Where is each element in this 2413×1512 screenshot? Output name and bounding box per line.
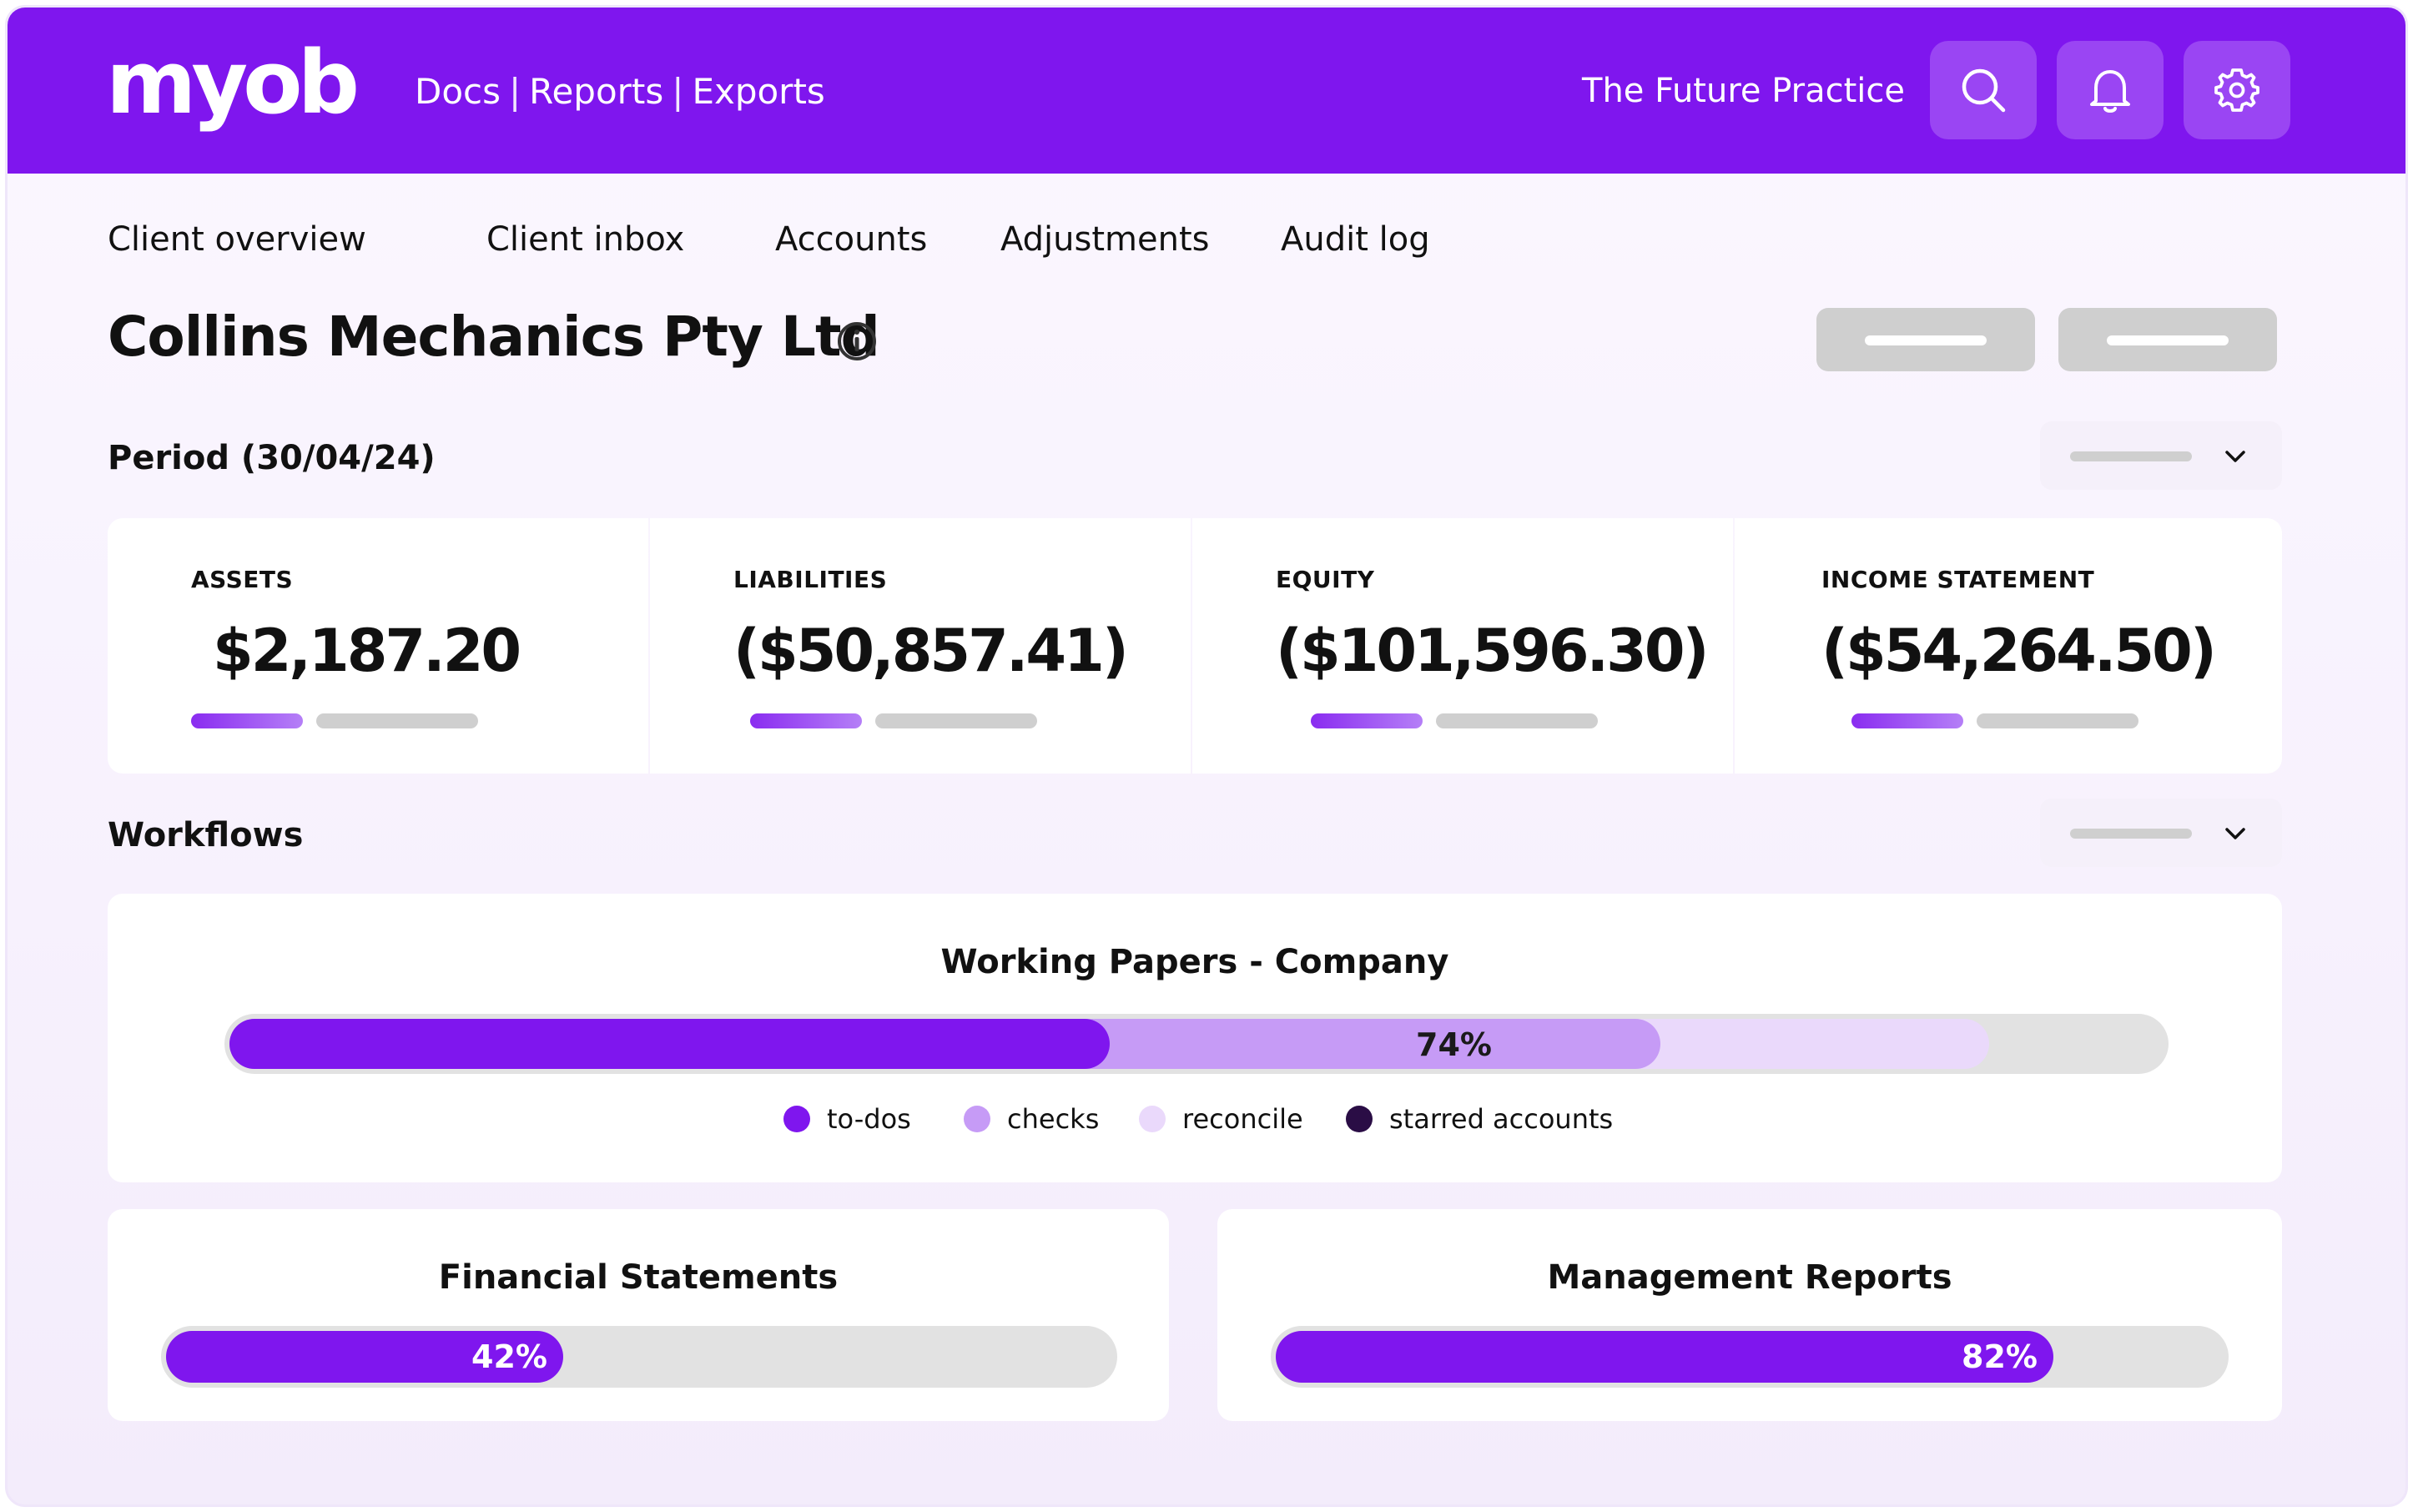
financial-statements-card[interactable]: Financial Statements 42% [108,1209,1169,1421]
dropdown-placeholder-text [2070,451,2192,461]
tab-audit-log[interactable]: Audit log [1281,220,1430,259]
metric-label: ASSETS [191,566,294,593]
metric-bar-accent [750,713,862,728]
tab-client-inbox[interactable]: Client inbox [486,220,685,259]
working-papers-title: Working Papers - Company [940,943,1449,981]
action-button-1[interactable] [1816,308,2035,371]
metric-label: INCOME STATEMENT [1821,566,2095,593]
metric-label: LIABILITIES [733,566,888,593]
metric-value: ($50,857.41) [733,617,1129,685]
legend-dot [1346,1106,1373,1132]
metric-bar-placeholder [316,713,478,728]
management-reports-card[interactable]: Management Reports 82% [1217,1209,2282,1421]
management-reports-progress: 82% [1271,1326,2229,1388]
search-button[interactable] [1930,41,2037,139]
working-papers-card[interactable]: Working Papers - Company 74% [108,894,2282,1182]
metric-bar-accent [1311,713,1423,728]
workflows-label: Workflows [108,816,304,854]
exports-link[interactable]: Exports [692,71,825,112]
legend-item-to-dos: to-dos [783,1106,911,1132]
gear-icon [2214,68,2259,112]
metric-bar-accent [1851,713,1963,728]
top-links: Docs | Reports | Exports [415,74,825,109]
metric-value: ($101,596.30) [1276,617,1710,685]
dropdown-placeholder-text [2070,829,2192,839]
financial-statements-progress: 42% [161,1326,1117,1388]
legend-label: to-dos [827,1103,911,1135]
search-icon [1962,68,2006,113]
metric-bar-accent [191,713,303,728]
metric-bar-placeholder [1436,713,1598,728]
metric-bar-placeholder [875,713,1037,728]
metric-card-income-statement[interactable]: INCOME STATEMENT ($54,264.50) [1735,518,2282,774]
legend-dot [783,1106,810,1132]
metric-bar-placeholder [1977,713,2138,728]
chevron-down-icon [2225,828,2245,839]
financial-statements-percent: 42% [471,1338,547,1375]
metric-card-liabilities[interactable]: LIABILITIES ($50,857.41) [650,518,1191,774]
tab-client-overview[interactable]: Client overview [108,220,366,259]
financial-statements-title: Financial Statements [438,1258,839,1297]
top-bar: myob Docs | Reports | Exports The Future Pra… [8,8,2405,174]
client-name-title: Collins Mechanics Pty Ltd [108,305,880,369]
link-separator: | [509,71,521,112]
workflows-dropdown[interactable] [2040,799,2282,867]
notifications-button[interactable] [2057,41,2164,139]
metric-card-assets[interactable]: ASSETS $2,187.20 [108,518,648,774]
action-button-2[interactable] [2058,308,2277,371]
metric-card-equity[interactable]: EQUITY ($101,596.30) [1192,518,1733,774]
legend-item-starred-accounts: starred accounts [1346,1106,1613,1132]
period-label: Period (30/04/24) [108,439,436,477]
legend-label: starred accounts [1389,1103,1614,1135]
app-window: myob Docs | Reports | Exports The Future Pra… [5,5,2408,1507]
progress-segment-to-dos [229,1019,1110,1069]
progress-fill [1276,1331,2053,1383]
settings-button[interactable] [2184,41,2290,139]
bell-icon [2090,70,2130,113]
metric-label: EQUITY [1276,566,1375,593]
legend-item-reconcile: reconcile [1139,1106,1303,1132]
period-dropdown[interactable] [2040,421,2282,490]
chevron-down-icon [2225,451,2245,462]
management-reports-percent: 82% [1962,1338,2038,1375]
tab-adjustments[interactable]: Adjustments [1000,220,1210,259]
legend-label: checks [1007,1103,1100,1135]
button-placeholder-text [1865,335,1987,345]
working-papers-percent: 74% [1416,1026,1492,1063]
reports-link[interactable]: Reports [529,71,664,112]
legend-label: reconcile [1182,1103,1303,1135]
management-reports-title: Management Reports [1547,1258,1952,1297]
docs-link[interactable]: Docs [415,71,501,112]
myob-logo[interactable]: myob [106,32,360,134]
tab-accounts[interactable]: Accounts [775,220,928,259]
practice-name[interactable]: The Future Practice [1582,72,1905,110]
button-placeholder-text [2107,335,2229,345]
legend-item-checks: checks [964,1106,1099,1132]
metric-value: ($54,264.50) [1821,617,2217,685]
info-icon[interactable] [834,318,880,365]
legend-dot [964,1106,990,1132]
working-papers-progress: 74% [224,1014,2169,1074]
progress-fill [166,1331,563,1383]
metric-value: $2,187.20 [213,617,521,685]
link-separator: | [672,71,684,112]
legend-dot [1139,1106,1166,1132]
